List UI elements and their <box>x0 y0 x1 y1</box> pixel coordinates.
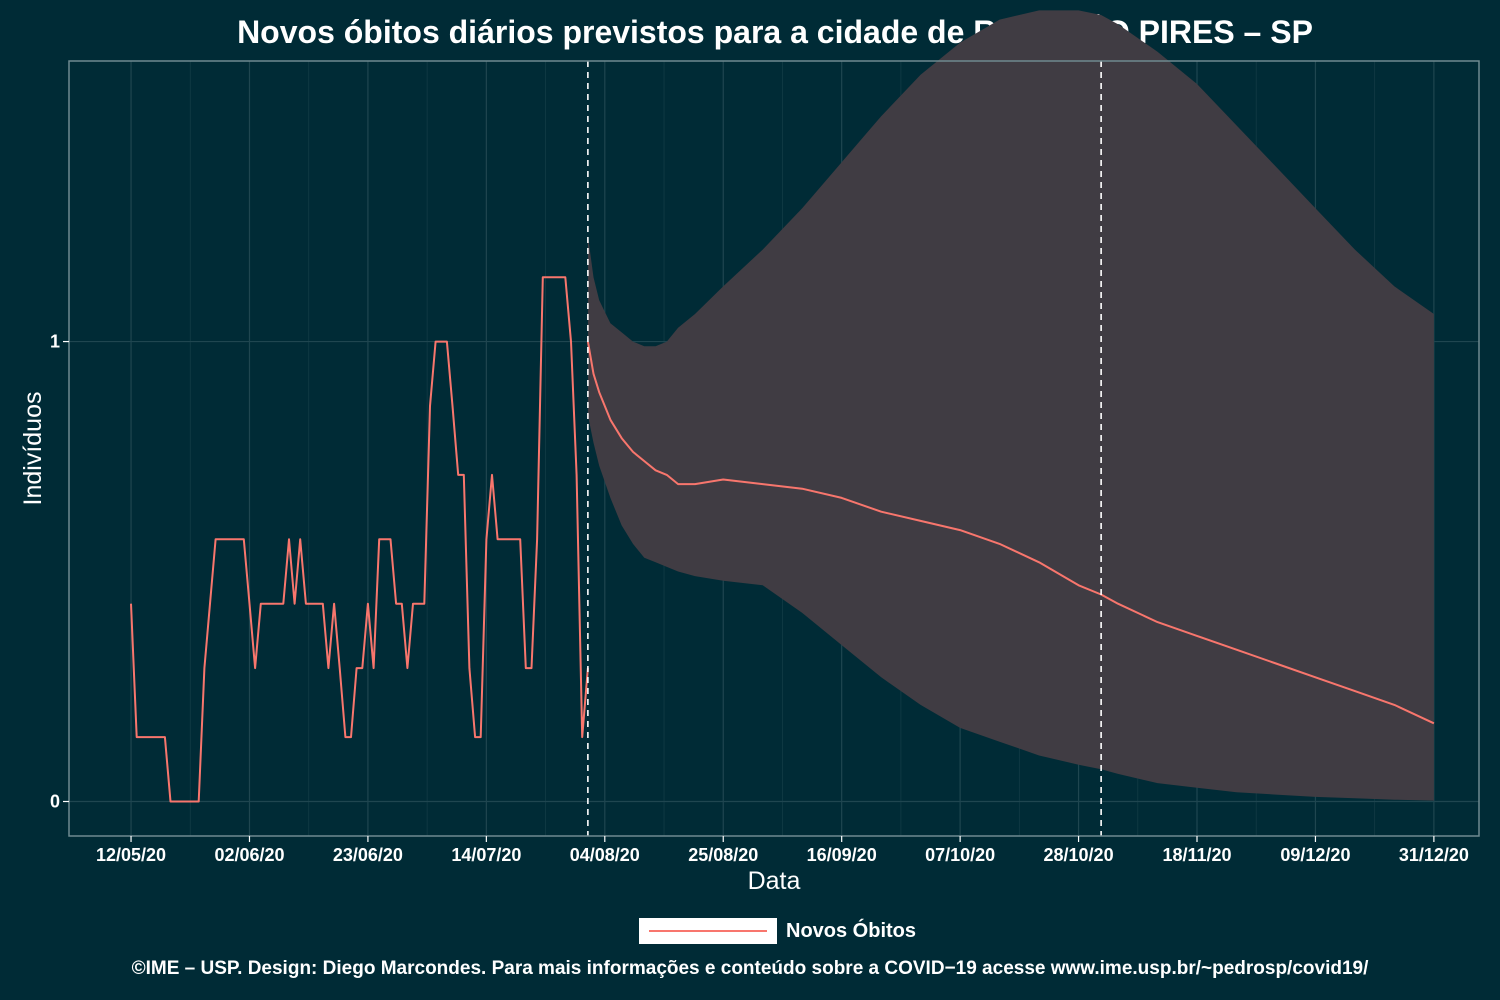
forecast-band <box>587 10 1434 801</box>
series-line-novos-obitos <box>130 276 589 803</box>
legend: Novos Óbitos <box>639 918 916 944</box>
x-tick-label: 25/08/20 <box>688 845 758 865</box>
legend-label: Novos Óbitos <box>786 919 917 942</box>
x-tick-label: 16/09/20 <box>807 845 877 865</box>
x-tick-label: 02/06/20 <box>214 845 284 865</box>
y-tick-label: 0 <box>50 792 60 812</box>
footer-credits: ©IME – USP. Design: Diego Marcondes. Par… <box>131 958 1369 979</box>
x-tick-label: 18/11/20 <box>1162 845 1231 865</box>
x-tick-label: 12/05/20 <box>96 845 166 865</box>
legend-key <box>639 918 777 944</box>
x-tick-label: 31/12/20 <box>1399 845 1469 865</box>
x-tick-label: 28/10/20 <box>1044 845 1114 865</box>
forecast-mean-line <box>586 341 1435 725</box>
plot-border <box>68 60 1480 837</box>
x-tick-label: 09/12/20 <box>1280 845 1350 865</box>
y-tick-label: 1 <box>50 332 60 352</box>
x-tick-label: 04/08/20 <box>570 845 640 865</box>
x-tick-label: 14/07/20 <box>451 845 521 865</box>
y-axis-title: Indivíduos <box>19 392 47 506</box>
x-tick-label: 23/06/20 <box>333 845 403 865</box>
x-tick-label: 07/10/20 <box>925 845 995 865</box>
x-axis-title: Data <box>748 867 801 895</box>
